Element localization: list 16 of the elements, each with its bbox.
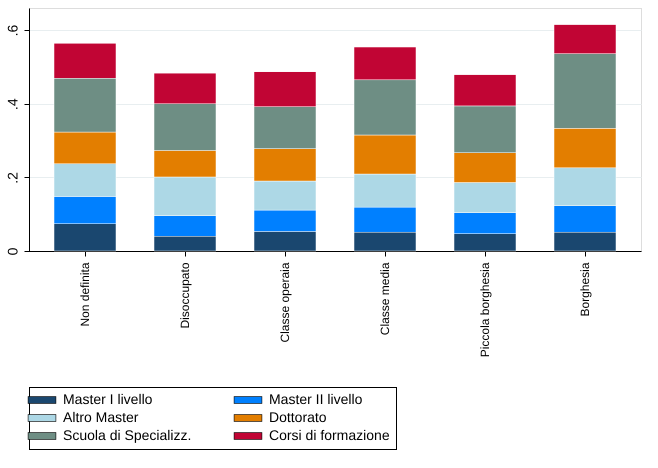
x-tick-label: Piccola borghesia <box>478 262 492 358</box>
legend-label: Master II livello <box>269 391 363 407</box>
x-tick-label: Classe media <box>378 262 392 336</box>
y-tick-label: .2 <box>4 172 20 184</box>
legend-label: Altro Master <box>63 409 139 425</box>
legend-label: Dottorato <box>269 409 327 425</box>
y-tick-label: .6 <box>4 24 20 36</box>
y-tick-label: .4 <box>4 98 20 110</box>
y-tick-label: 0 <box>4 247 20 256</box>
legend-label: Corsi di formazione <box>269 427 390 443</box>
legend-label: Scuola di Specializz. <box>63 427 192 443</box>
x-tick-label: Non definita <box>78 262 92 327</box>
legend-label: Master I livello <box>63 391 153 407</box>
x-tick-label: Classe operaia <box>278 262 292 343</box>
x-tick-label: Borghesia <box>578 262 592 317</box>
x-tick-label: Disoccupato <box>178 262 192 329</box>
